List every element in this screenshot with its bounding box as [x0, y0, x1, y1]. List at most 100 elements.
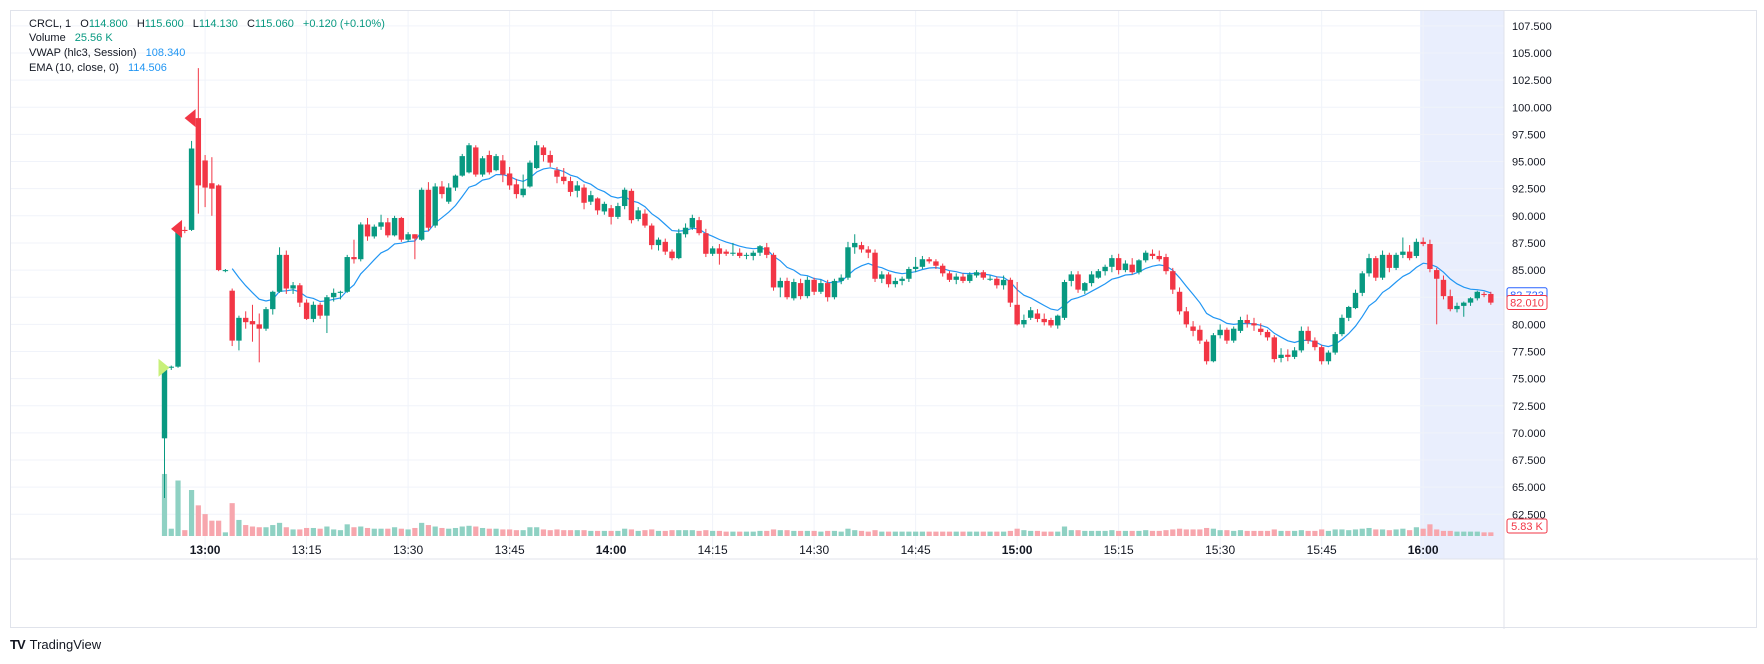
volume-bar: [290, 529, 296, 536]
time-axis[interactable]: 13:00 13:15 13:30 13:45 14:00 14:15 14:30 14:45…: [190, 543, 1439, 557]
legend-low-value: 114.130: [198, 18, 238, 30]
volume-bar: [628, 529, 635, 536]
candle: [1210, 333, 1217, 363]
candle: [1143, 250, 1149, 263]
candle-body: [1041, 318, 1047, 323]
candle: [1095, 268, 1102, 279]
volume-bar: [865, 531, 871, 536]
price-tick-label: 105.000: [1512, 48, 1552, 60]
volume-bar: [960, 531, 966, 536]
time-tick-label: 13:45: [495, 543, 525, 557]
volume-bar: [1271, 529, 1277, 536]
candle-body: [561, 176, 567, 182]
volume-bar: [276, 522, 283, 536]
candle-body: [547, 155, 553, 163]
candle-body: [506, 173, 513, 186]
candle-body: [1312, 340, 1318, 348]
candle: [479, 156, 486, 177]
candle: [1352, 289, 1359, 310]
candle-body: [1251, 323, 1257, 326]
candle: [324, 295, 330, 334]
volume-bar: [554, 529, 560, 536]
time-tick-label: 16:00: [1408, 543, 1439, 557]
candle: [1467, 297, 1474, 306]
candle-body: [310, 304, 317, 319]
legend-ema[interactable]: EMA (10, close, 0) 114.506: [29, 61, 167, 75]
volume-bar: [1197, 529, 1203, 536]
candle-body: [209, 183, 215, 189]
time-tick-label: 15:45: [1307, 543, 1337, 557]
candle: [1000, 275, 1007, 290]
price-axis[interactable]: 107.500 105.000 102.500 100.000 97.500 95.000…: [1512, 21, 1552, 521]
candle: [980, 270, 987, 280]
volume-bar: [757, 530, 763, 536]
candle: [209, 157, 215, 216]
volume-bar: [1285, 530, 1291, 536]
volume-bar: [1021, 530, 1027, 536]
brand[interactable]: TV TradingView: [10, 637, 101, 652]
volume-bar: [933, 531, 939, 536]
candle: [723, 249, 729, 256]
legend-volume[interactable]: Volume 25.56 K: [29, 31, 113, 45]
volume-bar: [730, 531, 736, 536]
candle: [1291, 347, 1298, 360]
candle-body: [1305, 330, 1311, 341]
candle-body: [662, 241, 668, 252]
candle: [1027, 306, 1034, 321]
ema-line: [231, 167, 1491, 348]
candle-body: [358, 224, 364, 260]
volume-bar: [1434, 529, 1440, 536]
tradingview-logo-icon: TV: [10, 637, 26, 652]
candle-body: [425, 189, 432, 228]
candle-body: [1088, 274, 1095, 284]
volume-bar: [188, 490, 195, 536]
volume-bar: [1488, 532, 1494, 536]
candlestick-chart[interactable]: 107.500 105.000 102.500 100.000 97.500 95.000…: [11, 11, 1758, 629]
candle: [371, 224, 377, 239]
candle: [493, 153, 499, 172]
candle-body: [513, 184, 520, 195]
legend-symbol[interactable]: CRCL, 1: [29, 18, 72, 30]
candle-body: [865, 249, 871, 253]
candle: [1447, 289, 1453, 312]
volume-bar: [283, 527, 289, 536]
candle-body: [317, 304, 323, 316]
volume-bar: [784, 530, 790, 536]
candle: [689, 214, 696, 230]
candle-body: [973, 272, 980, 276]
candle: [1305, 326, 1311, 344]
candle-body: [967, 274, 973, 281]
candle-body: [337, 291, 344, 293]
candle-body: [852, 242, 858, 248]
candle: [1224, 327, 1230, 344]
volume-bar: [1176, 528, 1183, 536]
candle-body: [906, 268, 912, 279]
candle: [533, 140, 540, 170]
candle: [229, 288, 235, 347]
candle: [1061, 279, 1068, 321]
candle-body: [188, 148, 195, 230]
volume-bar: [1461, 531, 1467, 536]
candle: [703, 228, 709, 258]
volume-bar: [838, 531, 844, 536]
candle-body: [892, 280, 899, 285]
candle-body: [1061, 282, 1068, 318]
volume-bar: [980, 531, 986, 536]
volume-bar: [1474, 531, 1480, 536]
candle-body: [1264, 331, 1271, 338]
volume-bar: [696, 530, 702, 536]
volume-bar: [1170, 529, 1176, 536]
candle: [351, 239, 357, 264]
candle-body: [1420, 241, 1426, 245]
volume-bar: [669, 530, 675, 536]
candle: [635, 207, 641, 222]
candle-body: [953, 276, 959, 280]
legend-vwap[interactable]: VWAP (hlc3, Session) 108.340: [29, 46, 185, 60]
candle: [270, 290, 276, 315]
volume-bar: [1163, 530, 1169, 536]
volume-bar: [967, 531, 973, 536]
candle-body: [1433, 270, 1440, 279]
volume-bar: [385, 528, 391, 536]
volume-bar: [1305, 530, 1311, 536]
legend-vwap-value: 108.340: [145, 47, 186, 59]
